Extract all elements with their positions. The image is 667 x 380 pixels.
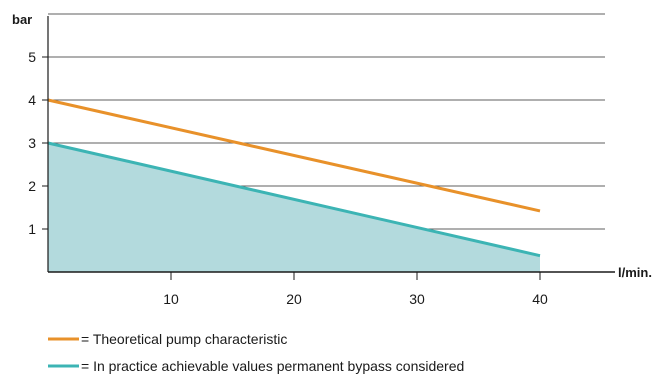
y-tick-label-4: 4 <box>28 92 36 108</box>
series-0-line <box>47 98 541 213</box>
legend-label-1: = In practice achievable values permanen… <box>81 358 464 374</box>
y-tick-label-1: 1 <box>28 221 36 237</box>
series-1-line <box>47 141 541 258</box>
x-tick-label-40: 40 <box>532 291 548 307</box>
y-tick-label-2: 2 <box>28 178 36 194</box>
tick-labels: 1 2 3 4 5 10 20 30 40 <box>28 49 548 307</box>
x-axis-label: l/min. <box>618 265 652 280</box>
legend: = Theoretical pump characteristic = In pr… <box>48 331 464 374</box>
legend-label-0: = Theoretical pump characteristic <box>81 331 287 347</box>
series-lines <box>47 98 541 258</box>
x-tick-label-20: 20 <box>286 291 302 307</box>
y-tick-label-5: 5 <box>28 49 36 65</box>
x-tick-label-10: 10 <box>163 291 179 307</box>
y-axis-label: bar <box>12 12 32 27</box>
x-tick-label-30: 30 <box>409 291 425 307</box>
area-layer <box>48 143 540 272</box>
series-1-area <box>48 143 540 272</box>
y-tick-label-3: 3 <box>28 135 36 151</box>
